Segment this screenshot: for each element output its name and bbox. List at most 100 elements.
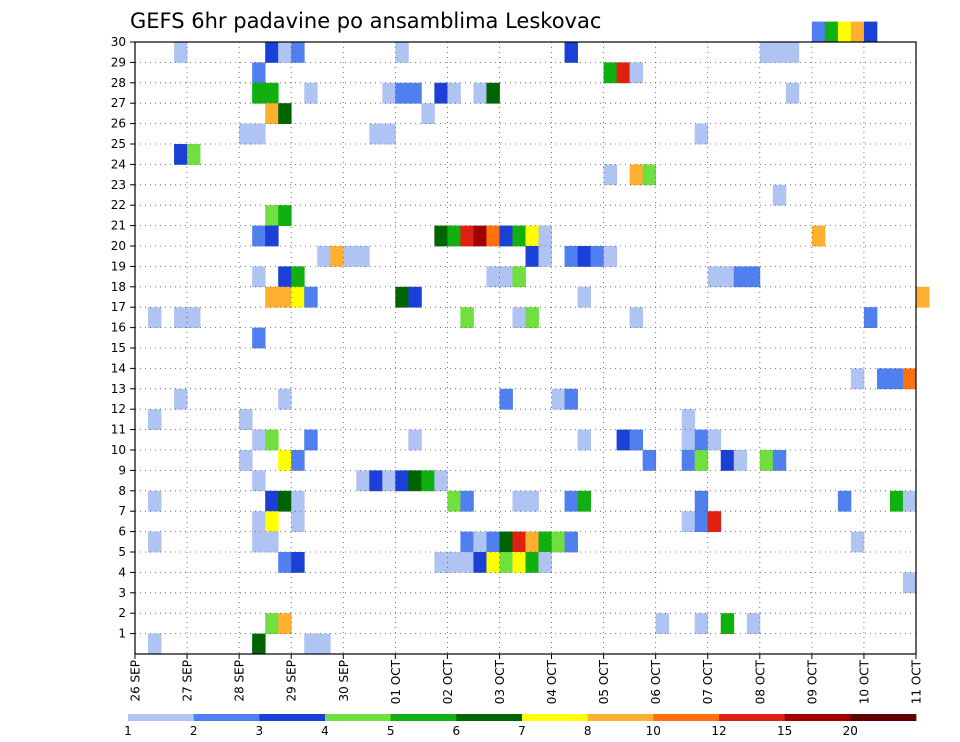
heatmap-cell [304,633,318,655]
y-tick-label: 1 [118,627,126,641]
heatmap-cell [291,286,305,308]
x-tick-label: 30 SEP [337,660,351,702]
heatmap-cell [772,42,787,63]
heatmap-cell [733,266,748,288]
heatmap-cell [187,307,201,328]
heatmap-cell [369,470,383,492]
heatmap-cell [512,552,526,573]
colorbar-label: 8 [584,724,592,738]
heatmap-cell [525,490,539,512]
x-tick-label: 09 OCT [805,659,819,704]
heatmap-cell [863,21,878,43]
colorbar-label: 6 [452,724,460,738]
heatmap-cell [291,266,305,288]
heatmap-cell [603,62,618,84]
colorbar-label: 7 [518,724,526,738]
x-tick-label: 27 SEP [181,660,195,702]
heatmap-cell [265,103,279,124]
heatmap-cell [343,246,357,267]
x-tick-label: 03 OCT [493,659,507,704]
y-axis: 1234567891011121314151617181920212223242… [111,35,135,641]
heatmap-cell [512,531,526,553]
heatmap-cell [811,21,826,43]
heatmap-cell [525,246,539,267]
heatmap-cell [252,225,266,247]
heatmap-cell [655,613,670,634]
y-tick-label: 13 [111,382,126,396]
heatmap-cell [356,470,370,492]
y-tick-label: 7 [118,504,126,518]
heatmap-cell [408,470,422,492]
y-tick-label: 11 [111,423,126,437]
heatmap-cell [681,409,696,430]
y-tick-label: 22 [111,198,126,212]
heatmap-cell [304,82,318,104]
colorbar-label: 20 [843,724,858,738]
colorbar-label: 12 [711,724,726,738]
heatmap-cell [772,450,787,471]
heatmap-cell [382,123,396,145]
heatmap-cell [265,42,279,63]
heatmap-cell [486,82,500,104]
y-tick-label: 2 [118,606,126,620]
heatmap-cell [577,286,591,308]
heatmap-cell [278,266,292,288]
heatmap-cell [291,511,305,532]
heatmap-cell [265,511,279,532]
colorbar-swatch [128,714,195,721]
x-tick-label: 26 SEP [129,660,143,702]
heatmap-cell [694,613,709,634]
heatmap-cell [850,531,865,553]
heatmap-cell [902,572,917,594]
heatmap-cell [291,490,305,512]
heatmap-cell [278,388,292,410]
y-tick-label: 19 [111,259,126,273]
heatmap-cell [746,266,761,288]
heatmap-cell [512,490,526,512]
heatmap-cell [252,470,266,492]
heatmap-cell [278,552,292,573]
heatmap-cell [707,429,722,451]
heatmap-cell [278,103,292,124]
heatmap-cell [421,103,435,124]
y-tick-label: 28 [111,76,126,90]
y-tick-label: 6 [118,525,126,539]
heatmap-cell [629,164,644,186]
heatmap-cell [460,225,474,247]
y-tick-label: 26 [111,117,126,131]
heatmap-cell [902,368,917,390]
heatmap-cell [252,82,266,104]
chart-title: GEFS 6hr padavine po ansamblima Leskovac [130,9,601,33]
heatmap-cell [785,82,800,104]
heatmap-cell [148,531,162,553]
heatmap-cell [499,552,513,573]
heatmap-cell [916,286,930,308]
heatmap-cell [278,286,292,308]
heatmap-cell [759,42,774,63]
heatmap-cell [395,42,409,63]
heatmap-cell [486,531,500,553]
heatmap-cell [265,531,279,553]
heatmap-cell [577,246,591,267]
heatmap-cell [512,307,526,328]
colorbar-label: 4 [321,724,329,738]
y-tick-label: 9 [118,463,126,477]
y-tick-label: 27 [111,96,126,110]
heatmap-cell [499,266,513,288]
heatmap-cell [291,552,305,573]
heatmap-cell [889,490,904,512]
heatmap-cell [460,307,474,328]
heatmap-cell [551,531,565,553]
heatmap-cell [590,246,604,267]
y-tick-label: 8 [118,484,126,498]
heatmap-cell [850,368,865,390]
heatmap-cell [174,307,188,328]
y-tick-label: 10 [111,443,126,457]
heatmap-cell [252,123,266,145]
x-tick-label: 01 OCT [389,659,403,704]
x-tick-label: 05 OCT [597,659,611,704]
heatmap-cell [252,531,266,553]
y-tick-label: 21 [111,219,126,233]
heatmap-cell [252,62,266,84]
heatmap-cell [577,429,591,451]
